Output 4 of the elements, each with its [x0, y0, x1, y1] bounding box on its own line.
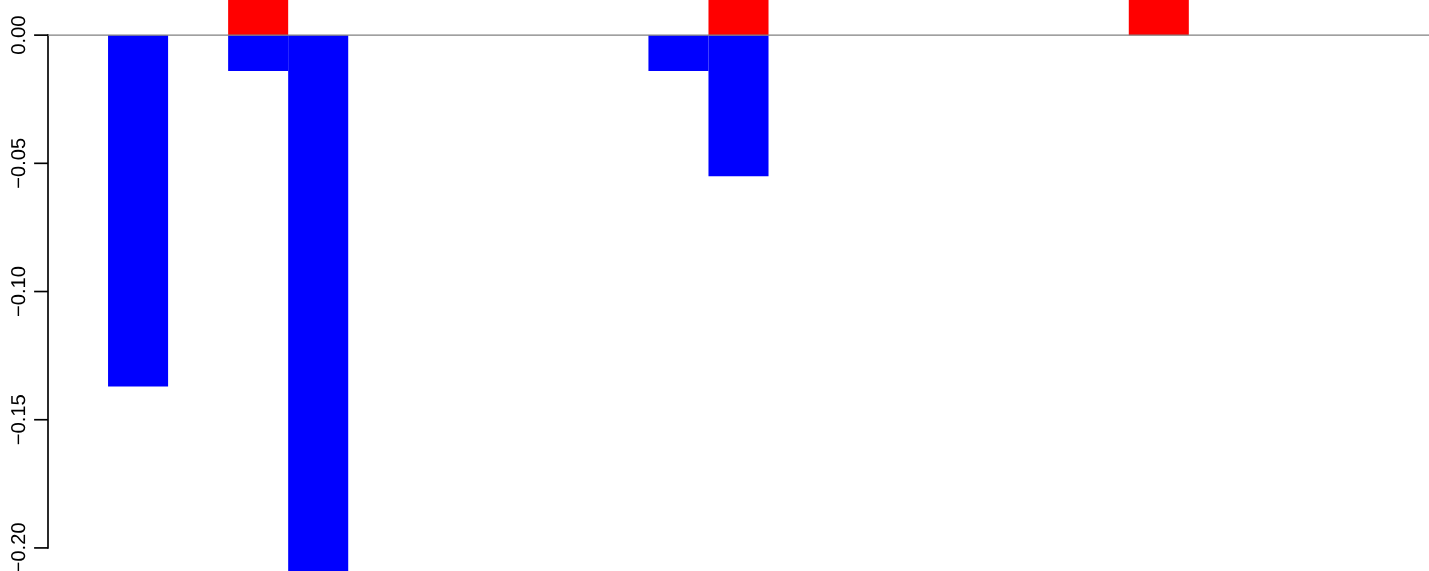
- y-tick-label: 0.00: [11, 16, 26, 54]
- y-tick-label: −0.10: [11, 266, 26, 317]
- y-tick-label: −0.15: [11, 395, 26, 445]
- y-tick-label: −0.05: [11, 138, 26, 188]
